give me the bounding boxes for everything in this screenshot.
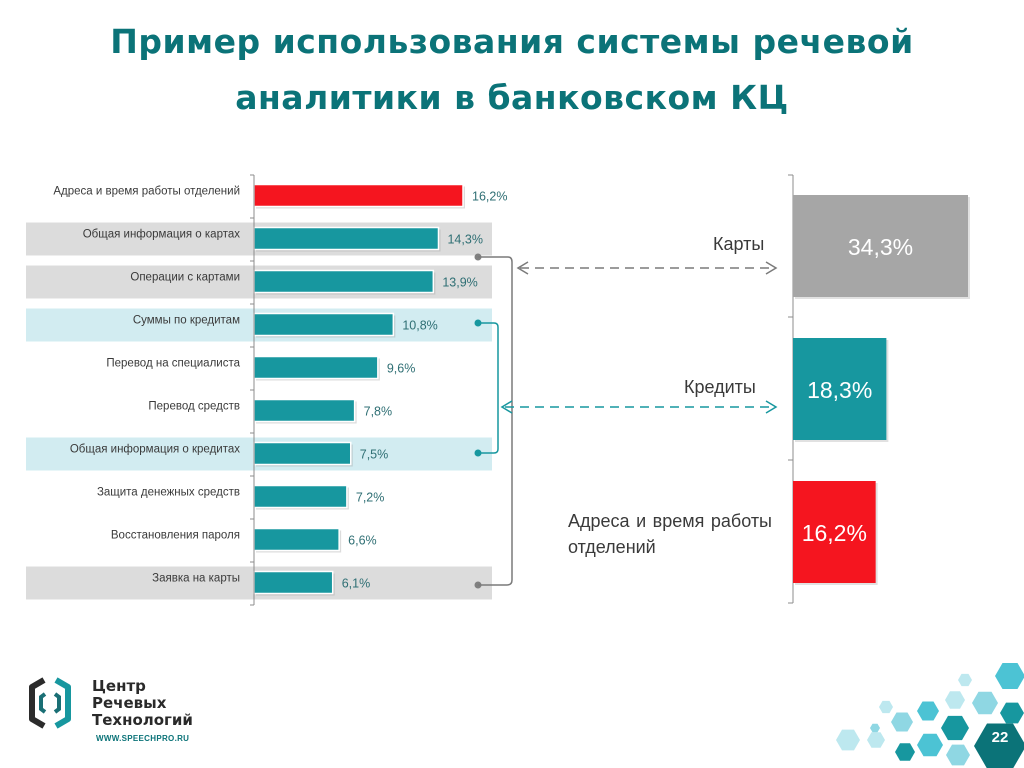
- decorative-hexagons: [29, 663, 1024, 768]
- logo-text: Центр Речевых Технологий: [92, 678, 193, 729]
- category-label: Защита денежных средств: [97, 487, 240, 499]
- logo-line-2: Речевых: [92, 694, 167, 712]
- logo-line-3: Технологий: [92, 711, 193, 729]
- category-label: Адреса и время работы отделений: [53, 186, 240, 198]
- page-number: 22: [991, 729, 1009, 746]
- decor-hexagon: [945, 691, 965, 709]
- category-label: Общая информация о кредитах: [70, 444, 240, 456]
- bar: [253, 183, 464, 208]
- decor-hexagon: [972, 691, 998, 715]
- summary-bar: [793, 338, 887, 440]
- category-label: Восстановления пароля: [111, 530, 240, 542]
- logo-mark-inner: [39, 692, 61, 714]
- cards-bracket: [478, 256, 513, 586]
- value-label: 9,6%: [387, 362, 416, 376]
- value-label: 13,9%: [442, 276, 477, 290]
- decor-hexagon: [917, 733, 943, 757]
- summary-bar-chart: 34,3% 18,3% 16,2%: [788, 174, 970, 604]
- logo-mark-left: [29, 677, 46, 729]
- slide-title: Пример использования системы речевой ана…: [40, 14, 984, 126]
- page-number-hexagon: [974, 723, 1024, 768]
- summary-bar: [793, 481, 876, 583]
- decor-hexagon: [946, 744, 970, 766]
- bar: [253, 484, 348, 509]
- value-label: 7,8%: [364, 405, 393, 419]
- arrow-head: [765, 261, 778, 275]
- category-label: Перевод средств: [148, 401, 240, 413]
- arrow-head: [500, 400, 513, 414]
- category-bar-chart: Адреса и время работы отделений 16,2% Обща…: [53, 174, 507, 606]
- decor-hexagon: [958, 673, 972, 687]
- bar: [253, 269, 435, 294]
- decor-hexagon: [1000, 702, 1024, 724]
- group-connectors: [474, 253, 778, 589]
- category-label: Перевод на специалиста: [106, 358, 240, 370]
- category-label: Общая информация о картах: [83, 229, 241, 241]
- summary-bar: [793, 195, 968, 297]
- logo-mark-right: [54, 677, 71, 729]
- bar: [253, 441, 352, 466]
- logo-url: WWW.SPEECHPRO.RU: [96, 734, 190, 743]
- category-label: Заявка на карты: [152, 573, 240, 585]
- value-label: 14,3%: [447, 233, 482, 247]
- arrow-head: [765, 400, 778, 414]
- bar: [253, 398, 356, 423]
- decor-hexagon: [995, 663, 1024, 689]
- bar: [253, 527, 340, 552]
- decor-hexagon: [836, 729, 860, 751]
- bar: [253, 355, 379, 380]
- bar: [253, 226, 440, 251]
- decor-hexagon: [895, 743, 915, 761]
- decor-hexagon: [917, 701, 939, 721]
- arrow-head: [516, 261, 529, 275]
- value-label: 7,2%: [356, 491, 385, 505]
- value-label: 16,2%: [472, 190, 507, 204]
- decor-hexagon: [941, 715, 969, 741]
- decor-hexagon: [867, 732, 885, 748]
- summary-value-label: 16,2%: [802, 520, 867, 546]
- bar: [253, 312, 395, 337]
- decor-hexagon: [879, 700, 893, 714]
- value-label: 6,6%: [348, 534, 377, 548]
- category-label: Операции с картами: [130, 272, 240, 284]
- value-label: 6,1%: [342, 577, 371, 591]
- summary-value-label: 34,3%: [848, 234, 913, 260]
- value-label: 10,8%: [402, 319, 437, 333]
- summary-label-addresses: Адреса и время работы отделений: [568, 511, 772, 557]
- summary-label-cards: Карты: [713, 234, 765, 254]
- value-label: 7,5%: [360, 448, 389, 462]
- credits-bracket: [478, 322, 499, 454]
- title-line-2: аналитики в банковском КЦ: [235, 78, 789, 117]
- summary-label-credits: Кредиты: [684, 377, 756, 397]
- decor-hexagon: [891, 712, 913, 732]
- bar: [253, 570, 334, 595]
- title-line-1: Пример использования системы речевой: [110, 22, 914, 61]
- summary-value-label: 18,3%: [807, 377, 872, 403]
- decor-hexagon: [870, 723, 880, 733]
- logo-line-1: Центр: [92, 677, 146, 695]
- category-label: Суммы по кредитам: [133, 315, 240, 327]
